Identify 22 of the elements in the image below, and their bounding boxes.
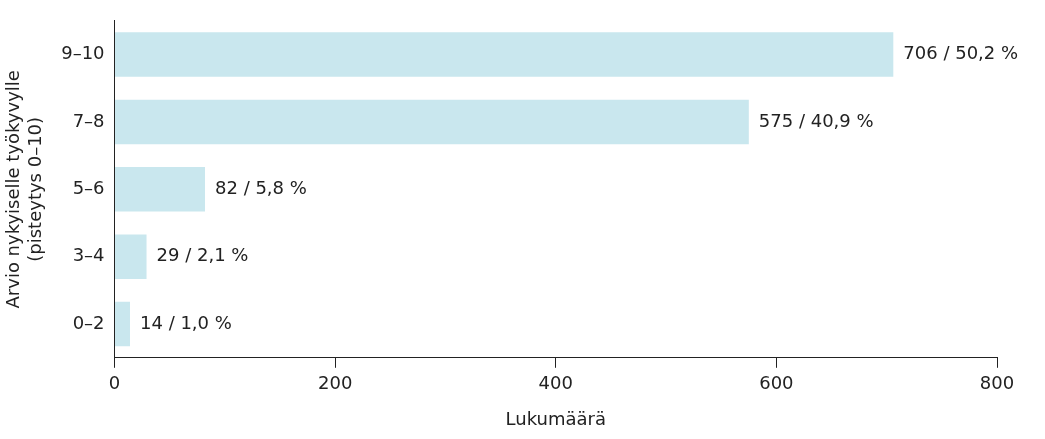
data-label: 82 / 5,8 % (215, 176, 307, 198)
x-tick-label: 0 (108, 372, 121, 394)
y-tick-label: 7–8 (72, 109, 105, 131)
data-label: 29 / 2,1 % (156, 244, 249, 266)
y-tick-label: 9–10 (61, 42, 105, 64)
y-axis-title: Arvio nykyiselle työkyvylle (pisteytys 0–10) (2, 70, 46, 309)
y-tick-label: 0–2 (72, 311, 105, 333)
bar (115, 167, 206, 212)
y-tick-label: 3–4 (72, 244, 105, 266)
y-tick-label: 5–6 (72, 176, 105, 198)
bar (115, 301, 130, 347)
bar (115, 234, 147, 279)
x-axis-title: Lukumäärä (505, 407, 606, 429)
x-tick-label: 800 (979, 372, 1015, 394)
x-tick-label: 400 (538, 372, 573, 394)
data-label: 706 / 50,2 % (903, 42, 1019, 64)
bar (115, 99, 749, 145)
x-tick-label: 200 (317, 372, 353, 394)
bar (115, 32, 894, 77)
data-label: 575 / 40,9 % (758, 109, 874, 131)
x-tick-label: 600 (759, 372, 794, 394)
data-label: 14 / 1,0 % (140, 311, 232, 333)
